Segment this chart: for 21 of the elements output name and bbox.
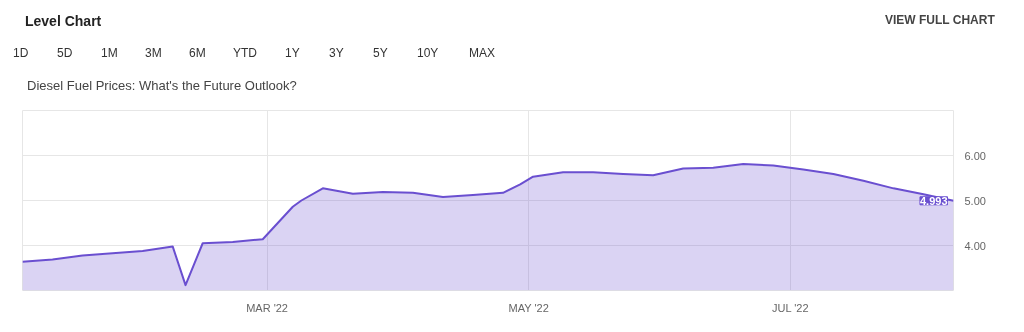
text: 10Y [417,45,439,62]
y-tick-label: 6.00 [964,149,986,162]
text: 6M [189,45,206,62]
y-tick-label: 4.00 [964,239,986,252]
chart-subtitle: Diesel Fuel Prices: What's the Future Outlook? [27,77,297,95]
text: 1Y [285,45,300,62]
text: 1D [13,45,29,62]
text: 3M [145,45,162,62]
text: VIEW FULL CHART [885,12,995,29]
x-tick-label: JUL '22 [771,301,809,314]
text: 5D [57,45,73,62]
text: 3Y [329,45,344,62]
y-tick-label: 5.00 [964,194,986,207]
x-tick-label: MAY '22 [508,301,549,314]
text: YTD [233,45,257,62]
chart-title: Level Chart [25,12,102,31]
x-tick-label: MAR '22 [246,301,288,314]
text: 5Y [373,45,388,62]
data-label: 4.993 [919,194,948,207]
text: MAX [469,45,496,62]
text: 1M [101,45,118,62]
